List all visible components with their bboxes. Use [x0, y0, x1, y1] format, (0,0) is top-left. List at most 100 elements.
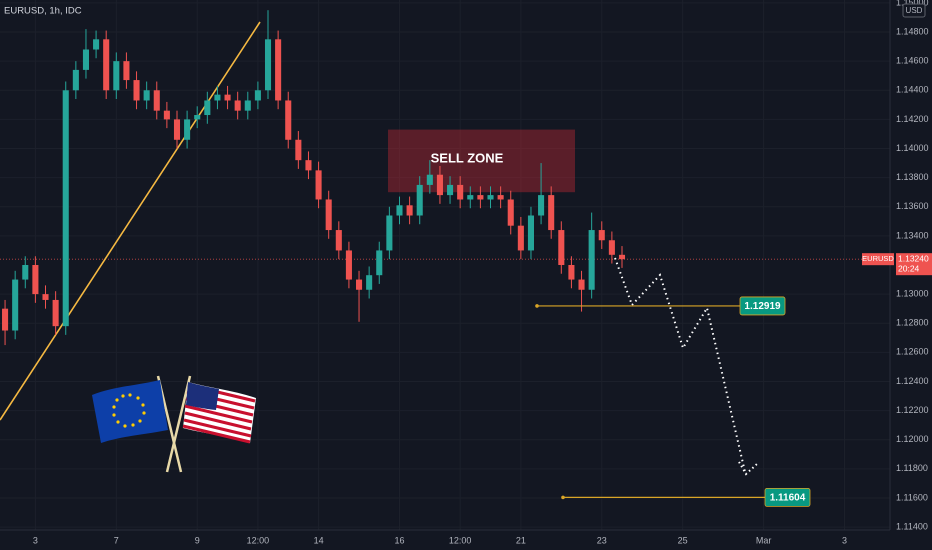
candle-body [224, 94, 231, 101]
candle-body [386, 215, 393, 251]
candle-body [366, 275, 373, 290]
candle-body [194, 115, 201, 120]
time-axis [0, 530, 932, 550]
level-anchor [561, 495, 565, 500]
candle-body [12, 279, 19, 331]
x-tick-label: 7 [114, 535, 119, 545]
candle-body [214, 94, 221, 101]
candle-body [538, 195, 545, 216]
flags [92, 375, 256, 473]
x-tick-label: 3 [842, 535, 847, 545]
candle-body [82, 49, 89, 70]
candle-body [467, 195, 474, 200]
currency-box[interactable] [902, 3, 926, 18]
sell-zone [388, 129, 575, 193]
y-tick-label: 1.12600 [896, 347, 929, 357]
candle-body [123, 61, 130, 81]
candle-body [32, 265, 39, 295]
y-tick-label: 1.12400 [896, 376, 929, 386]
candle-body [264, 39, 272, 91]
x-tick-label: 9 [195, 535, 200, 545]
candle-body [173, 119, 181, 140]
candle-body [497, 195, 504, 200]
candle-body [578, 279, 585, 290]
candle-body [396, 205, 403, 216]
currency[interactable]: USD [906, 6, 923, 15]
candle-body [204, 100, 211, 116]
candle-body [325, 199, 332, 231]
candle-body [477, 195, 484, 200]
candle-body [517, 225, 524, 251]
y-tick-label: 1.12800 [896, 318, 929, 328]
candle-body [527, 215, 534, 251]
candle-body [163, 110, 170, 120]
y-tick-label: 1.11400 [896, 521, 928, 531]
y-tick-label: 1.11600 [896, 492, 928, 502]
candle-body [608, 240, 615, 255]
candle-body [254, 90, 261, 101]
price-tag-label: 1.13240 [898, 253, 929, 263]
y-tick-label: 1.14200 [896, 114, 929, 124]
candle-body [588, 230, 595, 290]
candle-body [315, 170, 322, 200]
axis-labels: 1.150001.148001.146001.144001.142001.140… [33, 0, 929, 545]
candle-body [618, 254, 626, 260]
x-tick-label: 25 [678, 535, 688, 545]
chart-title: EURUSD, 1h, IDC [4, 6, 82, 17]
candle-body [447, 184, 454, 196]
y-tick-label: 1.13600 [896, 201, 929, 211]
x-tick-label: 12:00 [247, 535, 270, 545]
candle-body [52, 299, 59, 327]
us-canton [186, 382, 219, 410]
candle-body [436, 174, 443, 196]
levels: 1.12919 1.11604 [535, 296, 811, 507]
candle-body [548, 195, 555, 231]
candles [2, 10, 626, 346]
y-tick-label: 1.13800 [896, 172, 929, 182]
eu-stars [112, 393, 146, 428]
x-tick-label: Mar [756, 535, 772, 545]
candle-body [487, 195, 494, 200]
candle-body [143, 90, 150, 101]
y-tick-label: 1.12200 [896, 405, 929, 415]
y-tick-label: 1.14400 [896, 85, 929, 95]
candle-body [598, 230, 605, 241]
candle-body [93, 39, 100, 50]
eu-flag [92, 380, 168, 443]
x-tick-label: 12:00 [449, 535, 472, 545]
symbol-tag [862, 253, 894, 266]
candle-body [103, 39, 110, 91]
candle-body [285, 100, 292, 140]
candle-body [457, 184, 464, 200]
candle-body [72, 69, 79, 91]
candle-body [62, 90, 69, 327]
candle-body [184, 119, 191, 140]
y-tick-label: 1.13000 [896, 288, 929, 298]
y-tick-label: 1.13400 [896, 230, 929, 240]
level-anchor [535, 304, 539, 308]
candle-body [356, 279, 363, 290]
candle-body [345, 250, 352, 280]
candle-body [568, 265, 575, 280]
symbol-tag-label: EURUSD [862, 254, 894, 263]
projection-arrow [738, 461, 758, 476]
trend-line [0, 21, 261, 421]
y-tick-label: 1.14000 [896, 143, 929, 153]
candle-body [275, 39, 282, 101]
y-tick-label: 1.11800 [896, 463, 928, 473]
candle-body [133, 80, 140, 101]
candle-body [244, 100, 251, 111]
x-tick-label: 23 [597, 535, 607, 545]
candle-body [558, 230, 565, 265]
grid [0, 258, 890, 260]
sell-zone-layer: SELL ZONE [388, 129, 575, 193]
level-tag [739, 296, 786, 316]
candle-body [406, 205, 413, 216]
level-label: 1.12919 [744, 301, 781, 312]
candle-body [305, 160, 312, 171]
flag-pole [165, 375, 192, 473]
y-tick-label: 1.14600 [896, 56, 929, 66]
level-label: 1.11604 [770, 493, 806, 504]
candle-body [426, 174, 433, 185]
